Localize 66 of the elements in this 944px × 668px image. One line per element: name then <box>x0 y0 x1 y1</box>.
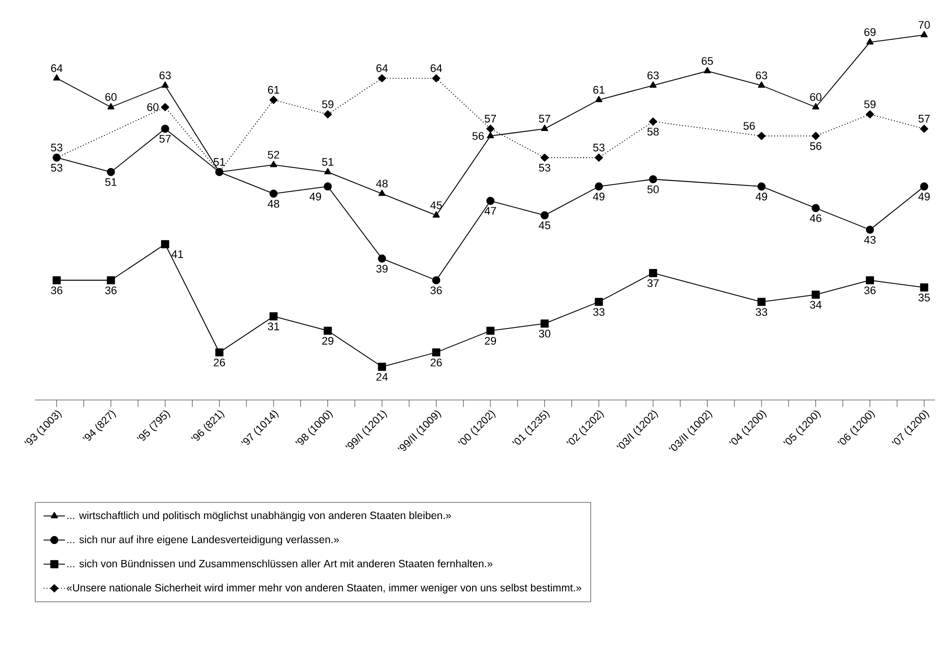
data-label: 45 <box>538 222 550 230</box>
data-label: 26 <box>214 358 225 366</box>
data-label: 51 <box>214 158 225 166</box>
data-label: 57 <box>159 134 171 143</box>
data-label: 52 <box>268 150 280 159</box>
data-label: 61 <box>268 86 280 94</box>
data-label: 63 <box>756 72 768 80</box>
legend-label: ... sich nur auf ihre eigene Landesverteidigung verlassen.» <box>67 536 339 546</box>
data-label: 65 <box>702 57 713 65</box>
data-label: 51 <box>322 158 334 166</box>
data-label: 70 <box>918 21 930 29</box>
data-label: 53 <box>51 144 62 152</box>
data-label: 47 <box>484 207 496 215</box>
data-label: 53 <box>538 164 550 172</box>
data-label: 33 <box>593 308 604 316</box>
data-label: 59 <box>322 100 334 108</box>
data-label: 59 <box>864 100 876 108</box>
data-label: 69 <box>864 28 876 36</box>
data-label: 57 <box>538 114 550 123</box>
data-label: 49 <box>918 192 930 200</box>
data-label: 56 <box>810 142 822 150</box>
data-label: 63 <box>160 72 171 80</box>
data-label: 64 <box>430 64 442 72</box>
data-label: 61 <box>593 86 604 94</box>
data-label: 64 <box>51 64 62 72</box>
data-label: 53 <box>51 164 62 172</box>
data-label: 53 <box>593 144 604 152</box>
data-label: 57 <box>484 114 496 123</box>
data-label: 37 <box>647 279 659 288</box>
data-label: 49 <box>756 192 768 200</box>
data-label: 26 <box>430 358 442 366</box>
data-label: 51 <box>105 178 116 186</box>
data-label: 33 <box>756 308 768 316</box>
data-label: 50 <box>647 185 659 194</box>
data-label: 60 <box>105 93 117 101</box>
data-label: 24 <box>376 373 388 381</box>
data-label: 45 <box>430 201 442 210</box>
data-label: 36 <box>864 286 876 294</box>
data-label: 60 <box>147 103 158 112</box>
data-label: 36 <box>105 286 117 294</box>
data-label: 43 <box>864 236 876 244</box>
data-label: 56 <box>472 132 484 140</box>
data-label: 34 <box>810 300 822 309</box>
legend-label: ... wirtschaftlich und politisch möglichst unabhängig von anderen Staaten bleiben.» <box>67 511 451 522</box>
data-label: 30 <box>538 330 550 338</box>
data-label: 56 <box>744 122 755 130</box>
data-label: 39 <box>376 264 388 273</box>
data-label: 49 <box>310 192 322 200</box>
data-label: 36 <box>51 286 62 294</box>
legend-label: «Unsere nationale Sicherheit wird immer mehr von anderen Staaten, immer weniger von uns selbst bestimmt.» <box>66 584 582 594</box>
data-label: 58 <box>647 128 659 136</box>
data-label: 63 <box>648 72 659 80</box>
data-label: 31 <box>268 322 280 330</box>
data-label: 48 <box>376 180 388 188</box>
data-label: 64 <box>376 64 388 72</box>
data-label: 49 <box>592 192 604 200</box>
data-label: 41 <box>172 250 184 258</box>
data-label: 35 <box>918 294 930 302</box>
data-label: 46 <box>810 214 822 222</box>
data-label: 57 <box>918 114 930 123</box>
legend-label: ... sich von Bündnissen und Zusammenschlüssen aller Art mit anderen Staaten fernhalten.» <box>67 560 492 568</box>
data-label: 29 <box>484 336 496 345</box>
data-label: 36 <box>430 286 442 294</box>
data-label: 29 <box>322 336 334 345</box>
data-label: 60 <box>810 93 822 101</box>
data-label: 48 <box>268 200 280 208</box>
